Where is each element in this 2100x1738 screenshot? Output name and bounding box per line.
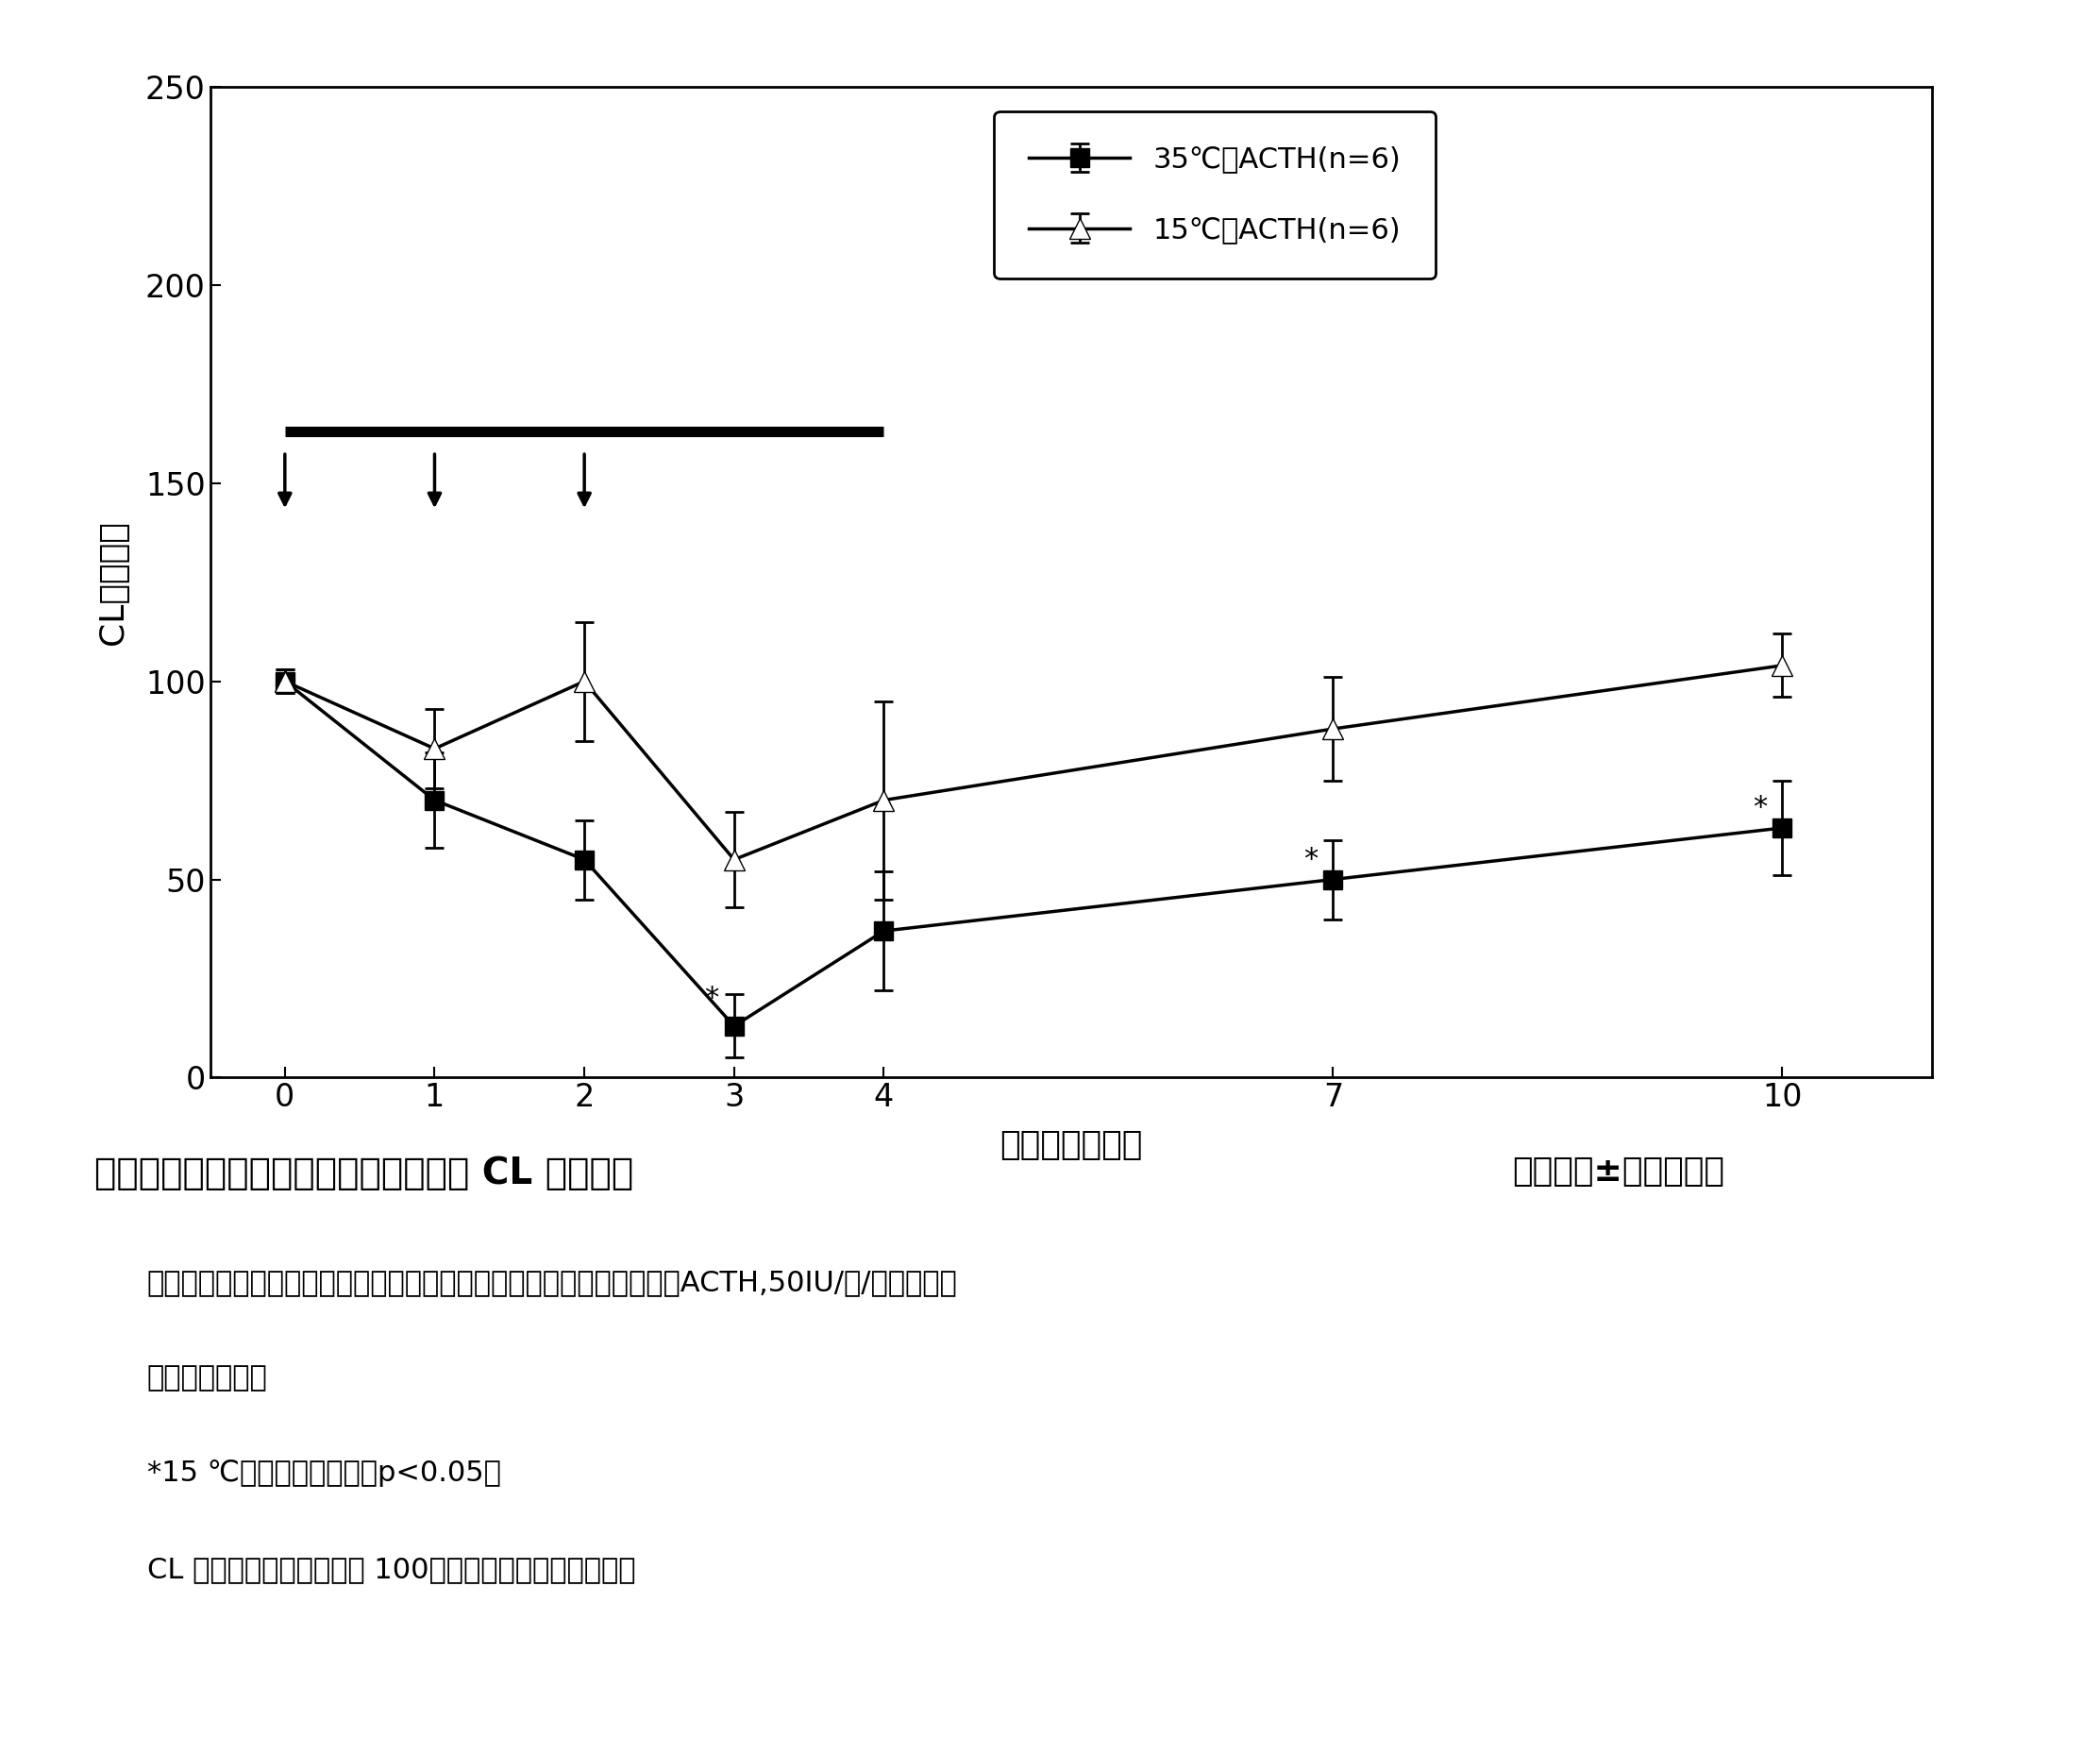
Y-axis label: CL値（％）: CL値（％） — [97, 520, 130, 645]
Text: 図２．暑熱時における牛末梢血好中球 CL 能の推移: 図２．暑熱時における牛末梢血好中球 CL 能の推移 — [94, 1156, 634, 1192]
Text: 供試牛：ホルスタイン種去勢育成牛、矢印：副賢皮質刺激ホルモン（ACTH,50IU/頭/日）投与、: 供試牛：ホルスタイン種去勢育成牛、矢印：副賢皮質刺激ホルモン（ACTH,50IU… — [147, 1269, 958, 1297]
X-axis label: 感作開始後日数: 感作開始後日数 — [1000, 1130, 1142, 1161]
Text: *: * — [1754, 794, 1766, 822]
Text: *15 ℃区と有意差あり（p<0.05）: *15 ℃区と有意差あり（p<0.05） — [147, 1460, 500, 1488]
Text: 棒線：感作期間: 棒線：感作期間 — [147, 1364, 267, 1392]
Text: *: * — [1304, 846, 1319, 872]
Text: *: * — [704, 985, 718, 1012]
Legend: 35℃・ACTH(n=6), 15℃・ACTH(n=6): 35℃・ACTH(n=6), 15℃・ACTH(n=6) — [993, 111, 1436, 278]
Text: CL 値は感作開始後直前を 100％とした相対値で示した。: CL 値は感作開始後直前を 100％とした相対値で示した。 — [147, 1556, 636, 1583]
Text: （平均値±標準誤差）: （平均値±標準誤差） — [1512, 1156, 1724, 1187]
